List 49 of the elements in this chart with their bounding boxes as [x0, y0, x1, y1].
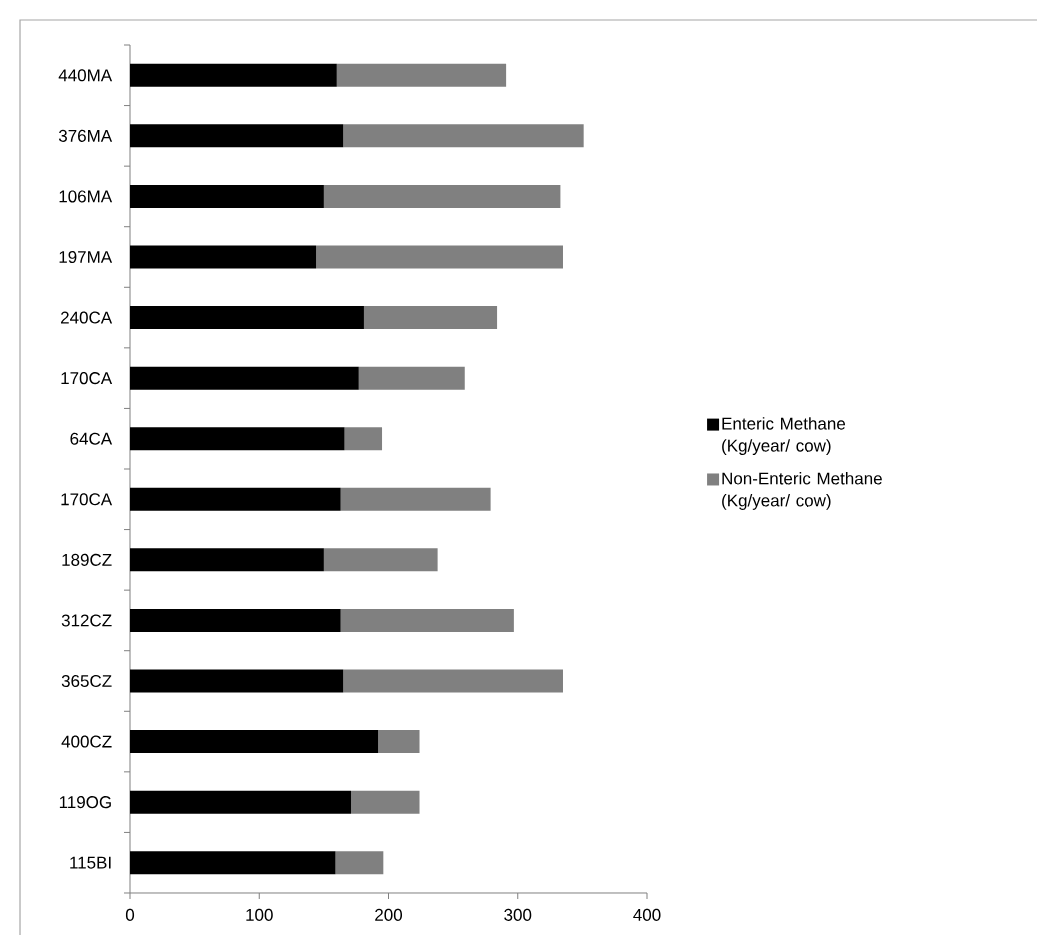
y-tick-label: 376MA	[58, 129, 113, 142]
bar	[378, 730, 420, 754]
bar	[344, 427, 383, 451]
bar	[130, 548, 324, 572]
y-tick-label: 106MA	[59, 190, 113, 203]
bar	[130, 669, 344, 693]
x-tick-label: 100	[246, 908, 273, 921]
bar	[340, 487, 491, 511]
bar	[130, 63, 337, 87]
y-tick-label: 440MA	[58, 69, 113, 82]
bar	[130, 184, 324, 208]
y-tick-label: 240CA	[61, 311, 113, 324]
legend-label: Enteric Methane (Kg/year/ cow)	[722, 417, 846, 456]
bar	[130, 245, 317, 269]
bar	[358, 366, 465, 390]
bar	[316, 245, 563, 269]
y-tick-label: 365CZ	[61, 674, 112, 688]
bar	[343, 669, 563, 693]
bar	[323, 184, 561, 208]
x-tick-label: 400	[633, 908, 661, 921]
x-tick-label: 300	[504, 908, 532, 921]
bar	[351, 790, 420, 814]
bar	[130, 306, 364, 330]
x-tick-label: 0	[125, 908, 135, 921]
bar	[130, 366, 359, 390]
y-tick-label: 115BI	[70, 856, 111, 869]
y-tick-label: 197MA	[59, 250, 113, 264]
bar	[336, 63, 507, 87]
bar	[130, 790, 352, 814]
y-tick-label: 400CZ	[61, 735, 112, 748]
y-tick-label: 189CZ	[62, 553, 112, 566]
bar	[340, 608, 514, 632]
bar	[363, 306, 498, 330]
bar	[130, 608, 341, 632]
y-tick-label: 119OG	[59, 796, 111, 809]
bar	[343, 124, 584, 148]
bar	[323, 548, 438, 572]
bar	[130, 427, 345, 451]
y-tick-label: 312CZ	[61, 614, 112, 627]
y-tick-label: 64CA	[70, 432, 113, 445]
bar	[130, 487, 341, 511]
y-tick-label: 170CA	[61, 493, 113, 506]
bar	[335, 851, 384, 875]
y-tick-label: 170CA	[61, 372, 113, 385]
legend-label: Non-Enteric Methane (Kg/year/ cow)	[722, 472, 882, 510]
x-tick-label: 200	[375, 908, 403, 921]
bar	[130, 124, 344, 148]
bar	[130, 730, 379, 754]
bar	[130, 851, 336, 875]
